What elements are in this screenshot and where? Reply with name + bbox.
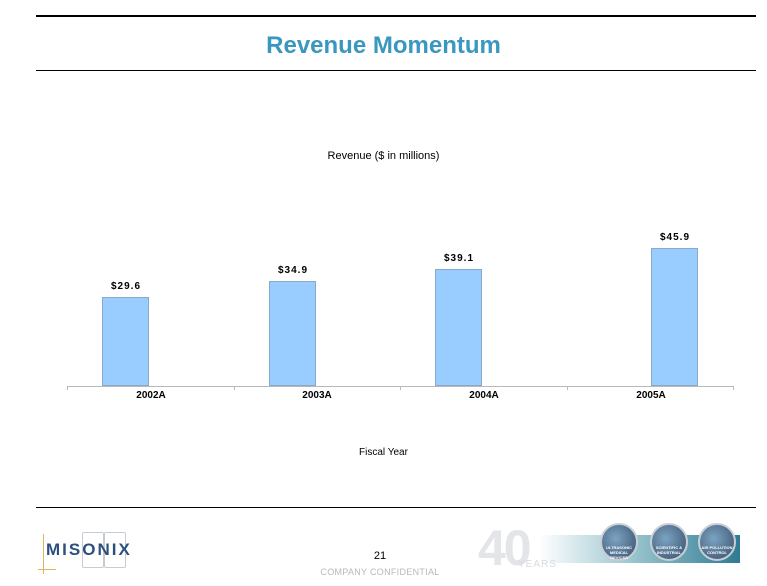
slide-title: Revenue Momentum (266, 32, 501, 59)
banner-40-text: 40 (478, 520, 532, 576)
top-rule (36, 15, 756, 17)
axis-tick (67, 386, 68, 390)
bar-2004a (435, 269, 482, 386)
logo-decor-box (82, 532, 104, 568)
axis-tick (234, 386, 235, 390)
category-label-2003a: 2003A (302, 390, 332, 401)
banner-circle-label: SCIENTIFIC & INDUSTRIAL (655, 545, 683, 555)
bar-chart: $29.6 $34.9 $39.1 $45.9 2002A 2003A 2004… (67, 200, 734, 401)
logo-text: MISONIX (46, 540, 132, 559)
data-label-2005a: $45.9 (659, 232, 691, 243)
banner-circle-scientific: SCIENTIFIC & INDUSTRIAL (650, 523, 688, 561)
bar-2002a (102, 297, 149, 386)
page-number: 21 (373, 550, 387, 562)
axis-tick (567, 386, 568, 390)
data-label-2004a: $39.1 (443, 253, 475, 264)
data-label-2003a: $34.9 (277, 265, 309, 276)
logo-crosshair-horizontal (38, 569, 56, 570)
axis-tick (400, 386, 401, 390)
title-rule (36, 70, 756, 71)
category-label-2002a: 2002A (136, 390, 166, 401)
anniversary-banner-image: 40 YEARS ULTRASONIC MEDICAL DEVICES SCIE… (470, 515, 760, 583)
bar-2003a (269, 281, 316, 386)
confidential-notice: COMPANY CONFIDENTIAL (320, 567, 440, 577)
logo-crosshair-vertical (43, 534, 44, 574)
banner-circle-medical: ULTRASONIC MEDICAL DEVICES (600, 523, 638, 561)
banner-circle-label: ULTRASONIC MEDICAL DEVICES (606, 545, 632, 560)
axis-tick (733, 386, 734, 390)
category-label-2005a: 2005A (636, 390, 666, 401)
data-label-2002a: $29.6 (110, 281, 142, 292)
logo-decor-box (104, 532, 126, 568)
company-logo: MISONIX (38, 530, 158, 580)
footer-rule (36, 507, 756, 508)
banner-circle-pollution: AIR POLLUTION CONTROL (698, 523, 736, 561)
chart-title: Revenue ($ in millions) (327, 150, 440, 162)
x-axis-label: Fiscal Year (359, 447, 408, 458)
banner-years-text: YEARS (518, 559, 557, 570)
bar-2005a (651, 248, 698, 386)
banner-circle-label: AIR POLLUTION CONTROL (701, 545, 733, 555)
category-label-2004a: 2004A (469, 390, 499, 401)
